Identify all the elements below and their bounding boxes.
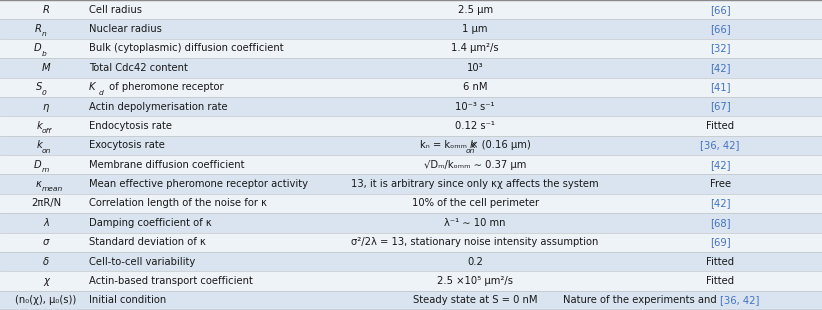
Text: √Dₘ/kₒₘₘ ∼ 0.37 μm: √Dₘ/kₒₘₘ ∼ 0.37 μm (424, 160, 526, 170)
Text: [68]: [68] (710, 218, 730, 228)
Text: 10⁻³ s⁻¹: 10⁻³ s⁻¹ (455, 102, 495, 112)
Text: Actin-based transport coefficient: Actin-based transport coefficient (89, 276, 252, 286)
Text: Fitted: Fitted (706, 257, 734, 267)
Bar (0, 0, 822, 19)
Text: 6 nM: 6 nM (463, 82, 487, 92)
Text: S: S (35, 82, 42, 92)
Text: Total Cdc42 content: Total Cdc42 content (89, 63, 187, 73)
Bar (0, 39, 822, 58)
Bar (0, 155, 822, 174)
Text: 13, it is arbitrary since only κχ affects the system: 13, it is arbitrary since only κχ affect… (351, 179, 599, 189)
Text: κ: κ (36, 179, 42, 189)
Text: χ: χ (43, 276, 49, 286)
Text: η: η (43, 102, 49, 112)
Bar (0, 136, 822, 155)
Text: R: R (43, 5, 49, 15)
Text: 0.12 s⁻¹: 0.12 s⁻¹ (455, 121, 495, 131)
Text: Initial condition: Initial condition (89, 295, 166, 305)
Text: k: k (36, 121, 42, 131)
Text: of pheromone receptor: of pheromone receptor (106, 82, 224, 92)
Text: λ: λ (43, 218, 49, 228)
Text: [42]: [42] (710, 160, 730, 170)
Text: [67]: [67] (709, 102, 731, 112)
Text: 2.5 ×10⁵ μm²/s: 2.5 ×10⁵ μm²/s (437, 276, 513, 286)
Text: Standard deviation of κ: Standard deviation of κ (89, 237, 206, 247)
Text: 0.2: 0.2 (467, 257, 483, 267)
Text: [32]: [32] (710, 43, 730, 53)
Text: off: off (42, 128, 52, 134)
Text: K: K (89, 82, 95, 92)
Text: 1 μm: 1 μm (462, 24, 488, 34)
Text: Steady state at S = 0 nM: Steady state at S = 0 nM (413, 295, 538, 305)
Text: [42]: [42] (710, 198, 730, 208)
Text: Cell-to-cell variability: Cell-to-cell variability (89, 257, 195, 267)
Text: Bulk (cytoplasmic) diffusion coefficient: Bulk (cytoplasmic) diffusion coefficient (89, 43, 284, 53)
Text: Cell radius: Cell radius (89, 5, 141, 15)
Text: kₙ = kₒₘₘ × (0.16 μm): kₙ = kₒₘₘ × (0.16 μm) (420, 140, 530, 150)
Text: Nature of the experiments and: Nature of the experiments and (563, 295, 720, 305)
Text: Mean effective pheromone receptor activity: Mean effective pheromone receptor activi… (89, 179, 307, 189)
Text: R: R (35, 24, 42, 34)
Text: Nuclear radius: Nuclear radius (89, 24, 162, 34)
Text: [36, 42]: [36, 42] (700, 140, 740, 150)
Text: 2.5 μm: 2.5 μm (458, 5, 492, 15)
Text: 2πR/N: 2πR/N (31, 198, 61, 208)
Text: Fitted: Fitted (706, 121, 734, 131)
Bar (0, 291, 822, 310)
Text: [42]: [42] (710, 63, 730, 73)
Text: k: k (469, 140, 475, 150)
Text: Endocytosis rate: Endocytosis rate (89, 121, 172, 131)
Bar (0, 97, 822, 116)
Bar (0, 116, 822, 136)
Text: Fitted: Fitted (706, 276, 734, 286)
Text: M: M (42, 63, 50, 73)
Bar (0, 58, 822, 78)
Text: 10% of the cell perimeter: 10% of the cell perimeter (412, 198, 538, 208)
Text: [41]: [41] (710, 82, 730, 92)
Bar (0, 78, 822, 97)
Text: mean: mean (42, 186, 63, 193)
Text: σ: σ (43, 237, 49, 247)
Text: 10³: 10³ (467, 63, 483, 73)
Text: δ: δ (43, 257, 49, 267)
Text: Membrane diffusion coefficient: Membrane diffusion coefficient (89, 160, 244, 170)
Text: [36, 42]: [36, 42] (720, 295, 760, 305)
Text: σ²/2λ = 13, stationary noise intensity assumption: σ²/2λ = 13, stationary noise intensity a… (352, 237, 598, 247)
Text: d: d (99, 90, 104, 95)
Bar (0, 174, 822, 194)
Text: Exocytosis rate: Exocytosis rate (89, 140, 164, 150)
Text: 1.4 μm²/s: 1.4 μm²/s (451, 43, 499, 53)
Text: k: k (36, 140, 42, 150)
Text: (n₀(χ), μ₀(s)): (n₀(χ), μ₀(s)) (16, 295, 76, 305)
Text: [66]: [66] (709, 24, 731, 34)
Text: m: m (42, 167, 49, 173)
Text: Damping coefficient of κ: Damping coefficient of κ (89, 218, 211, 228)
Bar (0, 19, 822, 39)
Bar (0, 213, 822, 232)
Bar (0, 194, 822, 213)
Text: 0: 0 (42, 90, 47, 95)
Bar (0, 271, 822, 291)
Text: λ⁻¹ ∼ 10 mn: λ⁻¹ ∼ 10 mn (445, 218, 506, 228)
Text: on: on (466, 148, 475, 154)
Text: [69]: [69] (709, 237, 731, 247)
Bar (0, 232, 822, 252)
Text: Free: Free (709, 179, 731, 189)
Text: Correlation length of the noise for κ: Correlation length of the noise for κ (89, 198, 267, 208)
Text: Actin depolymerisation rate: Actin depolymerisation rate (89, 102, 228, 112)
Text: b: b (42, 51, 47, 57)
Text: n: n (42, 31, 47, 38)
Text: D: D (35, 43, 42, 53)
Text: D: D (35, 160, 42, 170)
Text: [66]: [66] (709, 5, 731, 15)
Bar (0, 252, 822, 271)
Text: on: on (42, 148, 51, 154)
